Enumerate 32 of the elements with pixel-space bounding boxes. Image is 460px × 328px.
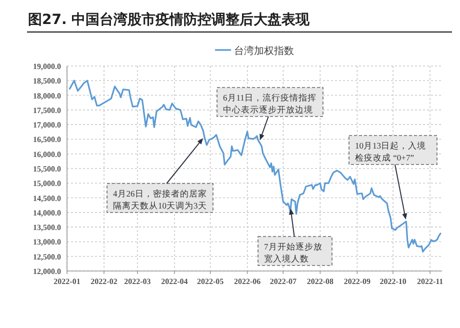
y-tick-label: 14,000.0 xyxy=(33,208,61,218)
chart-title: 图27. 中国台湾股市疫情防控调整后大盘表现 xyxy=(28,11,311,28)
y-tick-label: 17,500.0 xyxy=(33,106,61,115)
legend-label: 台湾加权指数 xyxy=(234,45,294,57)
x-tick-label: 2022-07 xyxy=(270,277,296,286)
y-tick-label: 19,000.0 xyxy=(33,62,61,71)
y-tick-label: 17,000.0 xyxy=(33,120,61,130)
annotation: 6月11日，流行疫情指挥中心表示逐步开放边境 xyxy=(223,92,316,114)
annotation: 10月13日起，入境检疫改成 “0+7” xyxy=(355,140,426,162)
x-tick-label: 2022-02 xyxy=(90,277,118,286)
x-tick-label: 2022-03 xyxy=(124,277,151,286)
y-tick-label: 12,500.0 xyxy=(33,252,61,262)
annotation: 7月开始逐步放宽入境人数 xyxy=(264,242,322,264)
x-tick-label: 2022-08 xyxy=(306,277,334,286)
x-tick-label: 2022-01 xyxy=(54,277,80,286)
y-tick-label: 12,000.0 xyxy=(33,267,61,276)
x-tick-label: 2022-06 xyxy=(234,277,261,286)
annotation: 4月26日，密接者的居家隔离天数从10天调为3天 xyxy=(113,188,207,210)
y-tick-label: 18,500.0 xyxy=(33,76,61,86)
y-tick-label: 16,500.0 xyxy=(33,135,61,144)
y-tick-label: 15,500.0 xyxy=(33,164,61,174)
y-tick-label: 15,000.0 xyxy=(33,179,61,188)
y-tick-label: 13,500.0 xyxy=(33,223,61,232)
x-tick-label: 2022-10 xyxy=(380,277,406,286)
x-tick-label: 2022-11 xyxy=(416,277,444,286)
y-tick-label: 18,000.0 xyxy=(33,91,61,100)
x-tick-label: 2022-04 xyxy=(161,277,188,286)
y-tick-label: 14,500.0 xyxy=(33,194,61,203)
y-tick-label: 16,000.0 xyxy=(33,150,61,159)
x-tick-label: 2022-05 xyxy=(196,277,224,286)
y-tick-label: 13,000.0 xyxy=(33,238,61,247)
x-tick-label: 2022-09 xyxy=(344,277,371,286)
